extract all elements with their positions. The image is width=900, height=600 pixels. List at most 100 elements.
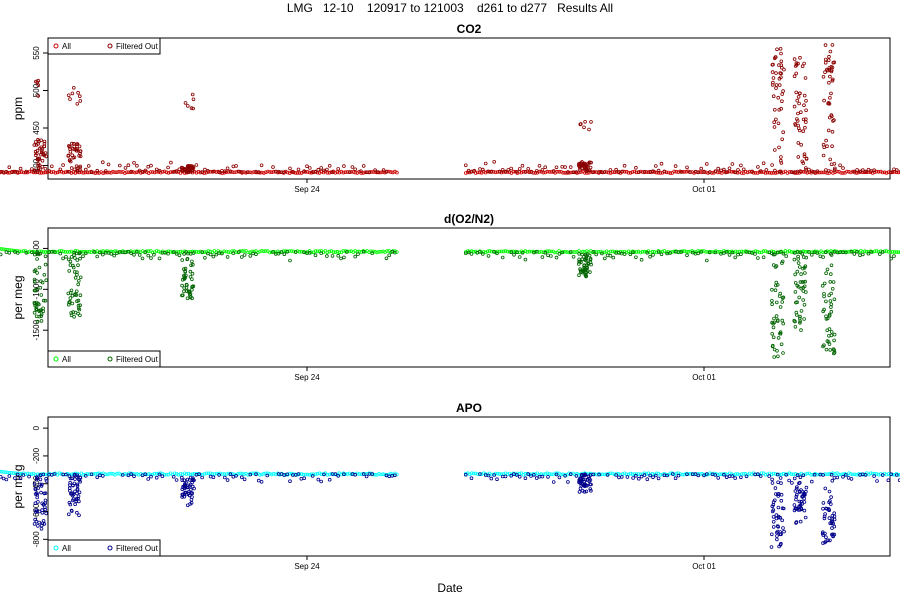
data-point [775, 318, 780, 322]
data-point [780, 296, 785, 300]
data-point [225, 166, 230, 171]
data-point [636, 472, 641, 476]
series-all [0, 247, 900, 255]
data-point [343, 170, 348, 175]
data-point [75, 510, 79, 515]
data-point [38, 477, 43, 482]
data-point [777, 472, 782, 477]
data-point [529, 170, 533, 174]
data-point [8, 470, 12, 475]
data-point [713, 250, 718, 255]
data-point [520, 163, 525, 168]
data-point [756, 165, 760, 169]
data-point [872, 170, 877, 174]
data-point [577, 162, 581, 167]
data-point [35, 170, 40, 174]
data-point [214, 471, 219, 476]
data-point [495, 249, 500, 254]
data-point [517, 255, 522, 259]
data-point [77, 307, 82, 312]
data-point [228, 169, 233, 174]
data-point [71, 263, 75, 268]
data-point [802, 152, 807, 157]
data-point [123, 166, 128, 170]
data-point [497, 169, 502, 174]
data-point [129, 251, 134, 256]
data-point [61, 256, 65, 261]
data-point [868, 471, 873, 476]
data-point [802, 493, 807, 497]
data-point [489, 170, 494, 174]
data-point [66, 154, 71, 158]
data-point [262, 171, 266, 175]
data-point [182, 289, 186, 294]
data-point [638, 169, 643, 174]
data-point [501, 249, 506, 254]
data-point [821, 541, 825, 545]
data-point [101, 160, 105, 165]
data-point [656, 250, 661, 254]
data-point [735, 472, 740, 476]
data-point [696, 473, 701, 478]
data-point [101, 171, 105, 175]
data-point [115, 471, 119, 476]
data-point [798, 507, 802, 512]
data-point [587, 253, 592, 258]
data-point [73, 275, 78, 280]
data-point [775, 472, 780, 477]
data-point [807, 250, 811, 254]
data-point [668, 171, 673, 175]
data-point [166, 171, 171, 175]
data-point [580, 252, 584, 257]
data-point [602, 170, 607, 174]
data-point [489, 476, 494, 481]
data-point [210, 471, 215, 476]
data-point [103, 472, 107, 477]
data-point [730, 162, 735, 166]
data-point [495, 477, 499, 482]
data-point [781, 89, 785, 93]
data-point [628, 171, 633, 175]
data-point [835, 475, 840, 480]
data-point [373, 249, 377, 254]
data-point [626, 170, 631, 175]
data-point [242, 253, 247, 257]
data-point [831, 532, 835, 537]
data-point [103, 170, 107, 175]
data-point [829, 291, 833, 296]
data-point [832, 118, 836, 122]
data-point [787, 478, 791, 483]
data-point [39, 482, 44, 487]
data-point [200, 475, 204, 480]
data-point [803, 125, 807, 130]
data-point [827, 249, 831, 254]
data-point [826, 128, 831, 133]
data-point [307, 472, 312, 477]
data-point [17, 471, 22, 476]
data-point [15, 251, 20, 255]
data-point [491, 170, 496, 174]
data-point [242, 477, 247, 482]
data-point [35, 492, 39, 497]
data-point [463, 171, 468, 175]
data-point [67, 474, 72, 478]
data-point [370, 251, 375, 256]
data-point [796, 95, 801, 99]
data-point [72, 472, 77, 477]
data-point [582, 125, 586, 130]
data-point [809, 472, 813, 477]
data-point [799, 488, 803, 492]
data-point [608, 249, 613, 254]
data-point [543, 250, 547, 255]
data-point [259, 479, 264, 484]
data-point [833, 166, 837, 171]
data-point [824, 539, 828, 544]
data-point [149, 472, 153, 477]
data-point [43, 472, 48, 477]
data-point [827, 313, 832, 318]
data-point [557, 475, 562, 480]
data-point [770, 287, 774, 292]
data-point [58, 251, 63, 256]
data-point [40, 158, 45, 163]
